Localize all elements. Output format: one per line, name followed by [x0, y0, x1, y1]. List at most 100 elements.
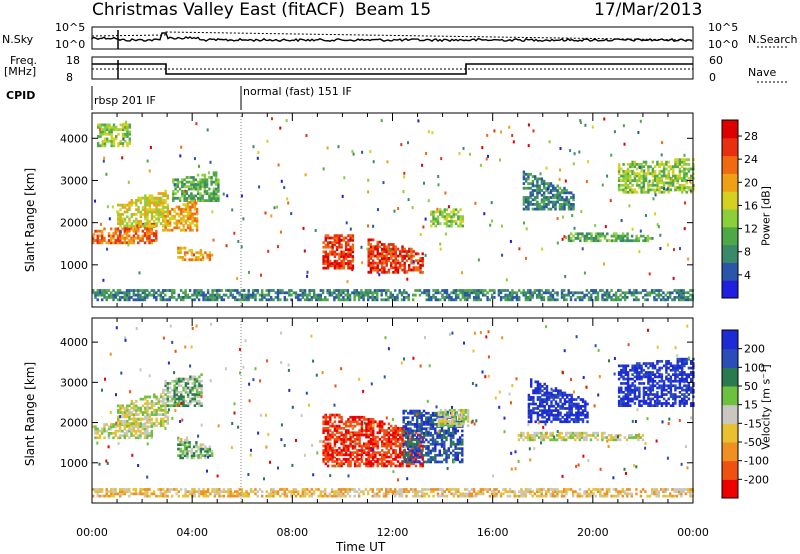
velocity-echo-cell	[413, 411, 417, 415]
cpid-label: CPID	[6, 89, 36, 102]
power-echo-cell	[481, 293, 485, 297]
velocity-echo-cell	[324, 427, 327, 430]
velocity-echo-cell	[449, 411, 453, 415]
power-echo-cell	[615, 239, 618, 243]
power-echo-cell	[144, 206, 147, 209]
power-echo-cell	[540, 205, 544, 209]
velocity-echo-cell	[349, 440, 352, 443]
power-echo-cell	[119, 289, 122, 292]
velocity-echo-cell	[401, 427, 404, 430]
velocity-echo-cell	[173, 388, 176, 392]
velocity-echo-cell	[210, 449, 214, 453]
velocity-echo-cell	[417, 433, 420, 437]
velocity-echo-cell	[191, 382, 194, 385]
velocity-echo-cell	[175, 402, 178, 405]
power-echo-cell	[683, 176, 686, 180]
velocity-echo-cell	[458, 436, 462, 439]
power-echo-cell	[676, 174, 679, 178]
velocity-echo-cell	[189, 386, 192, 390]
velocity-echo-cell	[210, 452, 214, 455]
power-echo-cell	[159, 199, 163, 202]
power-echo-cell	[658, 181, 661, 185]
velocity-echo-cell	[456, 429, 459, 433]
power-y-tick-label: 3000	[60, 174, 88, 187]
power-echo-cell	[130, 236, 133, 240]
velocity-echo-cell	[620, 399, 623, 403]
velocity-echo-cell	[150, 429, 153, 433]
velocity-echo-cell	[189, 402, 192, 405]
velocity-echo-cell	[421, 455, 424, 459]
power-echo-cell	[202, 293, 205, 297]
power-echo-cell	[215, 171, 218, 175]
power-echo-cell	[114, 232, 117, 235]
velocity-echo-cell	[347, 449, 350, 452]
velocity-echo-cell	[447, 453, 450, 457]
power-echo-cell	[423, 289, 426, 292]
velocity-echo-cell	[571, 434, 575, 437]
power-echo-cell	[164, 199, 167, 202]
power-echo-cell	[383, 245, 386, 249]
power-noise-cell	[570, 191, 573, 195]
power-echo-cell	[155, 224, 158, 228]
power-noise-cell	[606, 174, 609, 178]
power-echo-cell	[543, 205, 546, 209]
power-echo-cell	[432, 289, 435, 292]
power-echo-cell	[216, 291, 219, 295]
velocity-echo-cell	[565, 431, 568, 435]
power-echo-cell	[394, 257, 397, 260]
power-noise-cell	[602, 262, 605, 266]
power-echo-cell	[651, 160, 655, 164]
velocity-echo-cell	[164, 404, 167, 408]
power-echo-cell	[493, 289, 496, 292]
velocity-echo-cell	[633, 379, 637, 383]
velocity-echo-cell	[322, 458, 325, 461]
velocity-echo-cell	[342, 433, 346, 437]
velocity-echo-cell	[363, 429, 366, 432]
power-echo-cell	[247, 293, 250, 297]
power-echo-cell	[180, 210, 183, 213]
power-echo-cell	[681, 165, 684, 169]
power-colorbar-swatch	[722, 244, 738, 263]
power-echo-cell	[547, 296, 550, 299]
power-echo-cell	[381, 264, 384, 267]
velocity-echo-cell	[399, 433, 402, 437]
velocity-echo-cell	[522, 431, 525, 435]
power-echo-cell	[94, 229, 97, 233]
power-echo-cell	[177, 219, 181, 223]
power-echo-cell	[644, 174, 648, 178]
power-echo-cell	[322, 241, 325, 244]
power-echo-cell	[150, 222, 153, 226]
velocity-echo-cell	[333, 440, 337, 443]
power-echo-cell	[529, 289, 532, 292]
velocity-echo-cell	[195, 393, 199, 396]
power-echo-cell	[114, 293, 117, 297]
power-echo-cell	[624, 239, 627, 243]
power-echo-cell	[403, 296, 406, 299]
power-echo-cell	[687, 291, 690, 295]
velocity-echo-cell	[624, 397, 627, 401]
velocity-echo-cell	[126, 404, 129, 408]
velocity-echo-cell	[446, 420, 449, 423]
power-echo-cell	[508, 298, 512, 302]
velocity-echo-cell	[461, 434, 464, 437]
cpid-segment-2: normal (fast) 151 IF	[243, 85, 352, 98]
power-echo-cell	[515, 298, 519, 302]
power-noise-cell	[405, 269, 408, 273]
velocity-echo-cell	[422, 445, 426, 448]
power-echo-cell	[452, 215, 455, 219]
power-echo-cell	[552, 196, 555, 199]
velocity-echo-cell	[188, 443, 191, 446]
power-echo-cell	[217, 190, 220, 193]
velocity-echo-cell	[438, 429, 441, 433]
power-noise-cell	[266, 139, 269, 143]
power-echo-cell	[626, 232, 629, 236]
power-echo-cell	[685, 181, 688, 185]
velocity-echo-cell	[394, 438, 397, 441]
power-echo-cell	[128, 208, 131, 212]
power-echo-cell	[101, 291, 104, 295]
power-echo-cell	[203, 185, 207, 189]
power-echo-cell	[659, 289, 663, 292]
power-echo-cell	[119, 217, 122, 221]
power-echo-cell	[403, 266, 406, 270]
power-echo-cell	[189, 207, 192, 211]
